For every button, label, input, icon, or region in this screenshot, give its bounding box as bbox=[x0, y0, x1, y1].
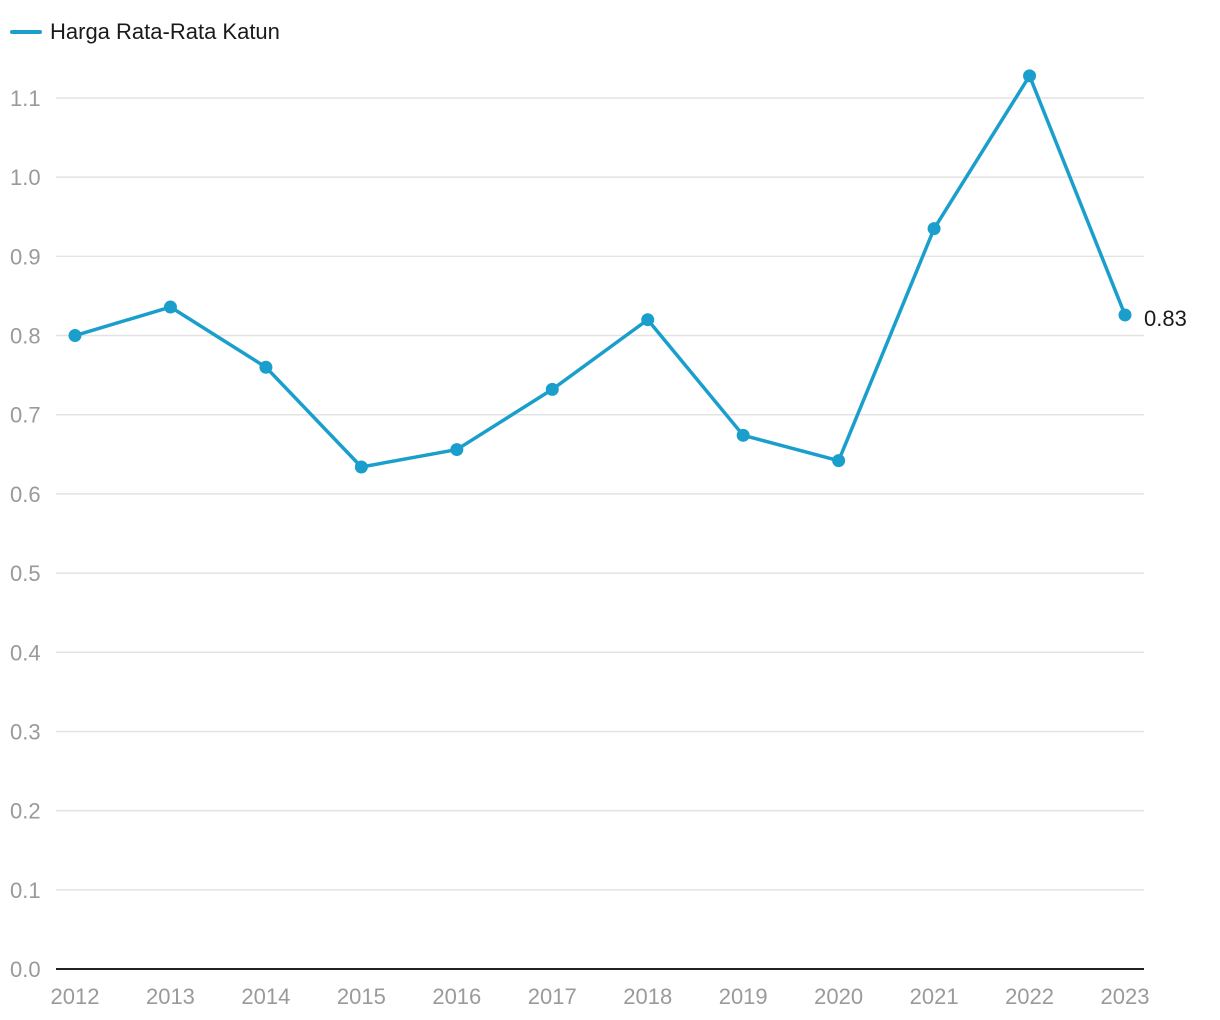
gridlines bbox=[56, 97, 1144, 891]
data-points bbox=[68, 69, 1132, 474]
x-axis-tick-labels: 2012 2013 2014 2015 2016 2017 2018 2019 2020 2021… bbox=[51, 984, 1150, 1009]
y-tick-label: 1.1 bbox=[10, 86, 41, 111]
x-tick-label: 2012 bbox=[51, 984, 100, 1009]
legend-label: Harga Rata-Rata Katun bbox=[50, 19, 280, 44]
data-point bbox=[354, 460, 368, 474]
x-tick-label: 2016 bbox=[432, 984, 481, 1009]
y-tick-label: 0.7 bbox=[10, 403, 41, 428]
legend: Harga Rata-Rata Katun bbox=[10, 19, 280, 44]
data-point bbox=[641, 313, 655, 327]
data-point bbox=[545, 382, 559, 396]
y-tick-label: 0.2 bbox=[10, 799, 41, 824]
y-tick-label: 0.4 bbox=[10, 640, 41, 665]
y-tick-label: 0.0 bbox=[10, 957, 41, 982]
y-tick-label: 0.3 bbox=[10, 719, 41, 744]
x-tick-label: 2018 bbox=[623, 984, 672, 1009]
end-value-label: 0.83 bbox=[1144, 306, 1187, 331]
data-point bbox=[927, 222, 941, 236]
data-point bbox=[163, 300, 177, 314]
data-point bbox=[450, 443, 464, 457]
y-tick-label: 1.0 bbox=[10, 165, 41, 190]
y-tick-label: 0.6 bbox=[10, 482, 41, 507]
x-tick-label: 2015 bbox=[337, 984, 386, 1009]
data-point bbox=[1118, 308, 1132, 322]
data-point bbox=[832, 454, 846, 468]
data-point bbox=[736, 428, 750, 442]
data-point bbox=[1023, 69, 1037, 83]
y-axis-tick-labels: 0.0 0.1 0.2 0.3 0.4 0.5 0.6 0.7 0.8 0.9 1.0 1.1 bbox=[10, 86, 41, 982]
y-tick-label: 0.1 bbox=[10, 878, 41, 903]
x-tick-label: 2014 bbox=[241, 984, 290, 1009]
x-tick-label: 2021 bbox=[910, 984, 959, 1009]
x-tick-label: 2020 bbox=[814, 984, 863, 1009]
x-tick-label: 2017 bbox=[528, 984, 577, 1009]
data-point bbox=[68, 329, 82, 343]
x-tick-label: 2019 bbox=[719, 984, 768, 1009]
x-tick-label: 2023 bbox=[1101, 984, 1150, 1009]
data-point bbox=[259, 360, 273, 374]
x-tick-label: 2022 bbox=[1005, 984, 1054, 1009]
series-line bbox=[74, 74, 1127, 469]
y-tick-label: 0.9 bbox=[10, 244, 41, 269]
y-tick-label: 0.8 bbox=[10, 324, 41, 349]
y-tick-label: 0.5 bbox=[10, 561, 41, 586]
x-tick-label: 2013 bbox=[146, 984, 195, 1009]
